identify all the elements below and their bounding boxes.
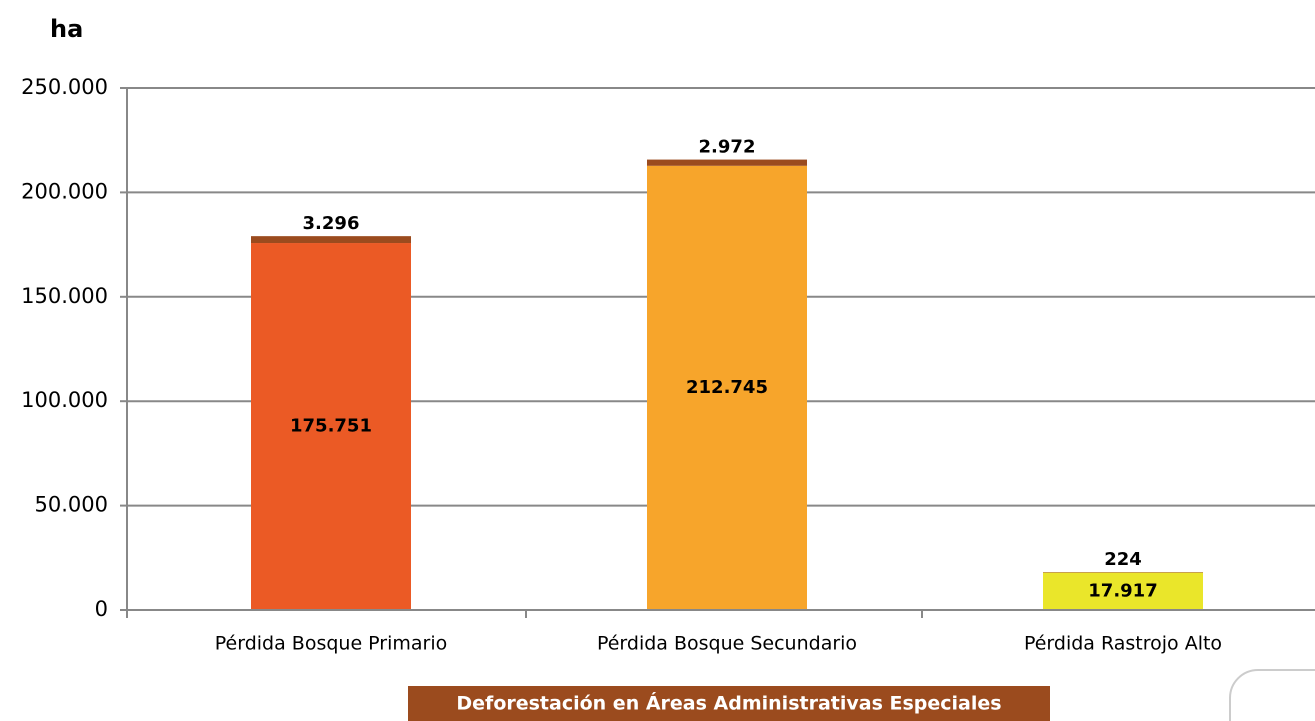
data-label: 212.745 <box>686 377 768 398</box>
y-tick-label: 150.000 <box>21 284 108 308</box>
x-tick-label: Pérdida Bosque Secundario <box>597 633 857 655</box>
y-tick-label: 250.000 <box>21 75 108 99</box>
bar-segment <box>251 236 411 244</box>
y-tick-label: 50.000 <box>35 493 108 517</box>
legend-box <box>408 686 1050 721</box>
bar-segment <box>647 159 807 166</box>
y-tick-label: 0 <box>95 597 108 621</box>
data-label: 2.972 <box>699 137 756 158</box>
data-label: 17.917 <box>1088 580 1157 601</box>
data-label: 224 <box>1104 549 1142 570</box>
y-axis-label: ha <box>50 15 83 43</box>
legend-label: Deforestación en Áreas Administrativas E… <box>456 692 1001 715</box>
bar-segment <box>251 243 411 610</box>
y-tick-label: 100.000 <box>21 388 108 412</box>
x-tick-label: Pérdida Bosque Primario <box>215 633 448 655</box>
data-label: 175.751 <box>290 416 372 437</box>
bar-segment <box>647 165 807 610</box>
data-label: 3.296 <box>303 213 360 234</box>
corner-widget <box>1229 669 1315 721</box>
bar-segment <box>1043 572 1203 610</box>
x-tick-label: Pérdida Rastrojo Alto <box>1024 633 1222 655</box>
y-tick-label: 200.000 <box>21 179 108 203</box>
